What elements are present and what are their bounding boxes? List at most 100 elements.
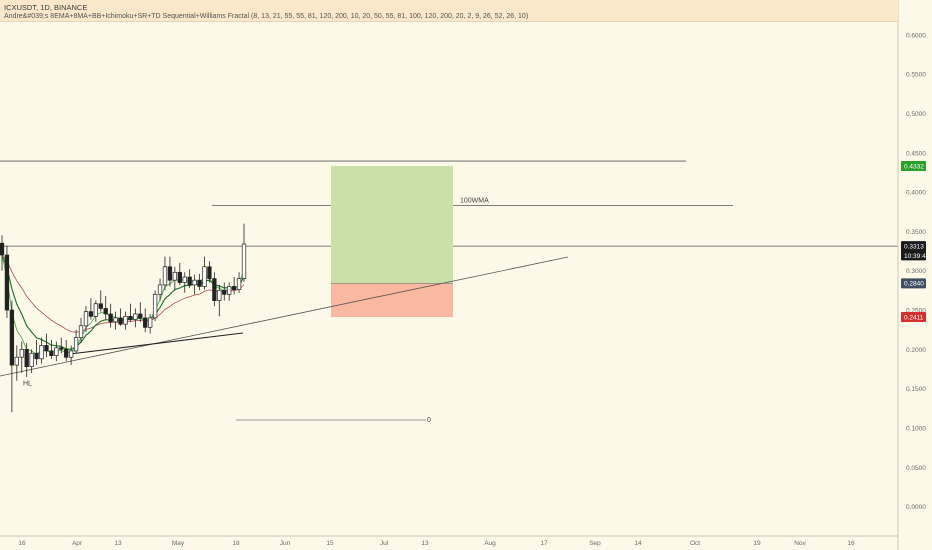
candle [39, 337, 44, 364]
candle-body-up [78, 325, 84, 338]
candle-body-up [162, 266, 168, 286]
candle-body-down [143, 317, 148, 328]
candle-body-down [222, 290, 227, 295]
stop-zone [331, 283, 453, 318]
candle-body-up [157, 284, 163, 295]
chart-header: ICXUSDT, 1D, BINANCE Andre&#039;s 8EMA+8… [0, 0, 898, 22]
candle [162, 256, 168, 291]
x-tick-label: Oct [690, 540, 700, 547]
candle-body-down [108, 313, 113, 323]
candle [73, 329, 79, 354]
candle-body-up [39, 345, 44, 360]
chart-annotation: HL [23, 380, 32, 387]
x-tick-label: 18 [232, 540, 240, 547]
candle [157, 278, 163, 301]
price-axis: 0.6000 0.5500 0.5000 0.4500 0.4000 0.3500 0.30… [906, 32, 926, 511]
price-badge-bg [901, 161, 926, 172]
y-tick-label: 0.1000 [906, 425, 926, 432]
candle-body-up [192, 279, 197, 286]
candle [197, 273, 202, 291]
candle-body-down [49, 350, 54, 356]
candle [24, 343, 29, 377]
candle [4, 245, 10, 318]
y-tick-label: 0.0500 [906, 465, 926, 472]
candle [192, 274, 197, 295]
candle-body-down [64, 349, 69, 358]
price-badge-bg [901, 312, 926, 323]
y-tick-label: 0.3500 [906, 229, 926, 236]
candle [49, 339, 54, 359]
candle-body-up [217, 290, 222, 301]
y-tick-label: 0.3000 [906, 268, 926, 275]
x-tick-label: Jul [380, 540, 389, 547]
price-badge-bg [901, 278, 926, 289]
candle-body-down [24, 349, 29, 368]
candle-body-up [54, 347, 59, 356]
candle [231, 277, 237, 295]
y-tick-label: 0.5500 [906, 72, 926, 79]
trend-lines [0, 256, 569, 421]
candle [59, 337, 64, 354]
chart-annotation: 100WMA [460, 197, 489, 204]
price-badge: 0.3313 [901, 241, 926, 252]
candle-body-up [73, 337, 79, 352]
candle [227, 282, 232, 301]
candle-body-up [14, 356, 19, 366]
candle [103, 295, 108, 320]
candle-body-up [241, 243, 247, 279]
indicator-legend: Andre&#039;s 8EMA+8MA+BB+Ichimoku+SR+TD … [4, 13, 529, 20]
candle [113, 311, 118, 330]
price-badge-bg [901, 250, 926, 261]
candle [34, 339, 39, 366]
candle-body-down [9, 309, 15, 366]
candle [222, 282, 227, 301]
candle [241, 223, 247, 282]
candle [202, 256, 207, 290]
position-zones [331, 166, 453, 318]
candle-body-down [212, 278, 217, 301]
x-tick-label: Apr [72, 540, 83, 547]
candle [68, 345, 74, 366]
price-badge-label: 0.2840 [904, 281, 924, 288]
candle-body-up [19, 349, 24, 358]
candle-body-up [123, 315, 128, 325]
candle-body-up [182, 276, 187, 283]
candle-body-down [207, 266, 212, 279]
support-trendline [69, 332, 244, 355]
candle [78, 317, 84, 344]
candle-body-up [152, 293, 158, 319]
candle [44, 333, 49, 358]
candle [148, 313, 153, 334]
candle [133, 308, 138, 328]
price-badges: 0.4332 0.3313 10:39:45 0.2840 0.2411 [901, 161, 930, 323]
candle-body-up [236, 278, 242, 290]
candle [138, 302, 143, 322]
candle [29, 349, 34, 373]
candles [0, 223, 247, 413]
candle [98, 290, 103, 312]
price-badge-label: 0.3313 [904, 244, 924, 251]
target-zone [331, 166, 453, 284]
candle [19, 341, 24, 373]
y-tick-label: 0.4500 [906, 150, 926, 157]
candle [54, 341, 59, 362]
price-badge: 0.2840 [901, 278, 926, 289]
candle [123, 311, 128, 330]
chart-annotation: 0 [427, 417, 431, 424]
candle-body-down [44, 345, 49, 352]
price-badge-label: 0.4332 [904, 163, 924, 170]
candle-body-up [227, 286, 232, 295]
x-tick-label: 19 [753, 540, 761, 547]
x-tick-label: 13 [421, 540, 429, 547]
candle-body-up [172, 271, 178, 281]
x-tick-label: 16 [18, 540, 26, 547]
x-tick-label: Nov [794, 540, 806, 547]
candle [177, 262, 182, 285]
price-badge-label: 10:39:45 [904, 253, 930, 260]
candle [118, 308, 123, 326]
y-tick-label: 0.5000 [906, 111, 926, 118]
candle [212, 272, 217, 307]
candle [143, 308, 148, 333]
x-tick-label: 15 [326, 540, 334, 547]
